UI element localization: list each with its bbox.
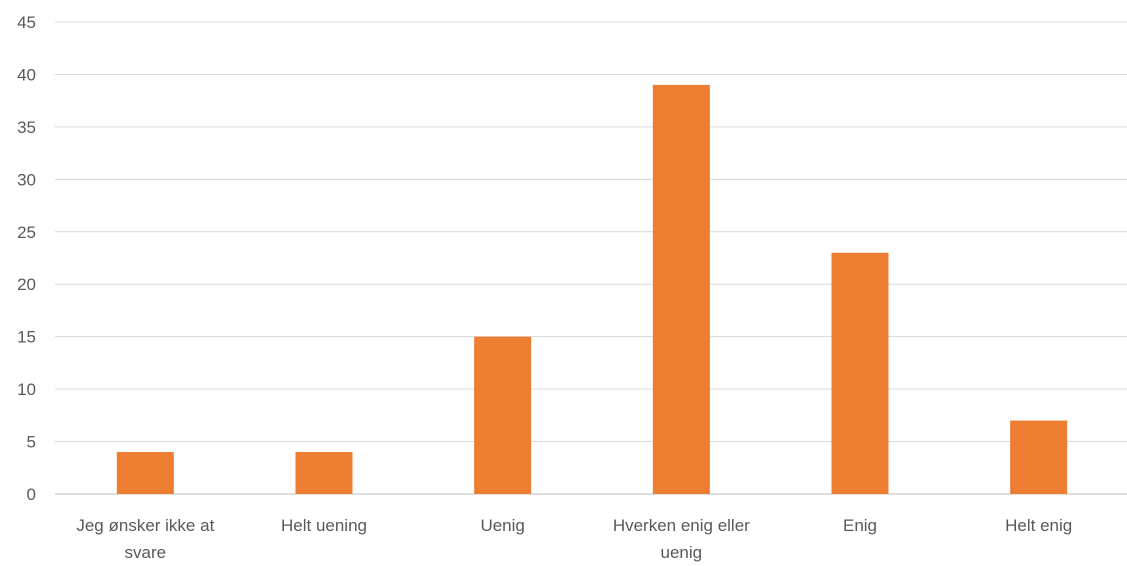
bar bbox=[652, 84, 710, 494]
x-category-label-line: uenig bbox=[661, 543, 703, 562]
y-tick-label: 20 bbox=[17, 275, 36, 294]
y-tick-label: 5 bbox=[27, 433, 36, 452]
y-tick-label: 10 bbox=[17, 380, 36, 399]
x-category-label: Uenig bbox=[480, 516, 524, 535]
bar bbox=[831, 252, 889, 494]
bar bbox=[295, 452, 353, 494]
x-category-label: Enig bbox=[843, 516, 877, 535]
x-category-label-line: Jeg ønsker ikke at bbox=[76, 516, 214, 535]
y-tick-label: 15 bbox=[17, 328, 36, 347]
y-tick-label: 40 bbox=[17, 65, 36, 84]
bar bbox=[1010, 420, 1068, 494]
bar bbox=[474, 336, 532, 494]
y-tick-label: 35 bbox=[17, 118, 36, 137]
x-category-label-line: Uenig bbox=[480, 516, 524, 535]
x-category-label: Helt uening bbox=[281, 516, 367, 535]
x-category-label-line: Helt enig bbox=[1005, 516, 1072, 535]
y-tick-label: 45 bbox=[17, 13, 36, 32]
x-category-label-line: Enig bbox=[843, 516, 877, 535]
y-tick-label: 0 bbox=[27, 485, 36, 504]
x-category-label-line: Hverken enig eller bbox=[613, 516, 750, 535]
x-category-label: Jeg ønsker ikke at svare bbox=[76, 516, 214, 562]
bar bbox=[116, 452, 174, 494]
x-category-label: Helt enig bbox=[1005, 516, 1072, 535]
x-category-label-line: Helt uening bbox=[281, 516, 367, 535]
x-category-label: Hverken enig eller uenig bbox=[613, 516, 750, 562]
y-tick-label: 30 bbox=[17, 170, 36, 189]
y-tick-label: 25 bbox=[17, 223, 36, 242]
x-category-label-line: svare bbox=[125, 543, 167, 562]
